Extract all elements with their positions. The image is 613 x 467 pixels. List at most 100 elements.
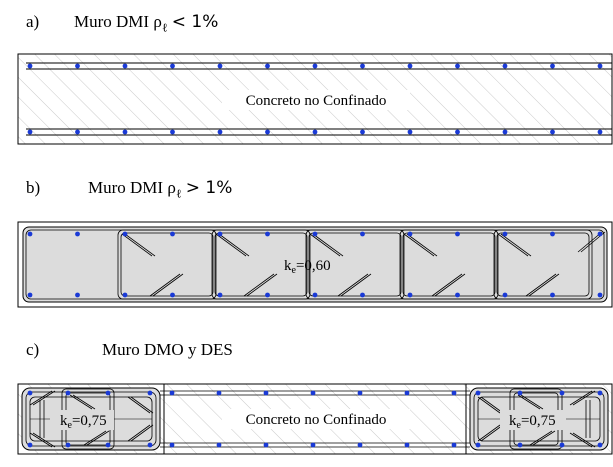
- panel-b-rebar-dot: [550, 231, 555, 237]
- panel-b-rebar-dot: [122, 231, 128, 237]
- panel-c-rebar-dot: [216, 390, 222, 396]
- panel-a-rebar-dot: [122, 63, 128, 69]
- panel-b-wall: ke=0,60: [17, 221, 613, 308]
- panel-a-rebar-dot: [407, 129, 413, 135]
- panel-a-rebar-dot: [550, 63, 555, 69]
- panel-a-rebar-dot: [27, 63, 33, 69]
- panel-c-rebar-dot: [357, 442, 363, 448]
- panel-c-rebar-dot: [147, 442, 153, 448]
- panel-c-rebar-dot: [147, 390, 153, 396]
- panel-a-rebar-dot: [597, 63, 603, 69]
- panel-a-rebar-dot: [502, 129, 508, 135]
- panel-c-label-center: Concreto no Confinado: [246, 412, 387, 428]
- panel-c-rebar-dot: [475, 442, 481, 448]
- panel-a-letter: a): [26, 12, 40, 31]
- panel-b-rebar-dots: [27, 231, 603, 298]
- panel-c-rebar-dot: [27, 390, 33, 396]
- panel-b-rebar-dot: [122, 292, 128, 298]
- panel-c-rebar-dot: [27, 442, 33, 448]
- panel-c-rebar-dot: [597, 390, 603, 396]
- panel-b-rebar-dot: [265, 292, 270, 298]
- panel-b-rebar-dot: [312, 231, 318, 237]
- panel-c-rebar-dot: [65, 442, 71, 448]
- panel-a-rebar-dot: [502, 63, 508, 69]
- panel-c-rebar-dot: [404, 442, 410, 448]
- panel-a-rebar-dot: [360, 129, 365, 135]
- panel-b-rebar-dot: [265, 231, 270, 237]
- panel-b-rebar-dot: [407, 231, 413, 237]
- panel-a-rebar-dot: [75, 63, 80, 69]
- panel-a-rebar-dot: [122, 129, 128, 135]
- panel-c-rebar-dot: [310, 442, 316, 448]
- panel-a-rebar-dot: [75, 129, 80, 135]
- panel-a-label: Concreto no Confinado: [246, 93, 387, 109]
- panel-a-rebar-dot: [455, 63, 460, 69]
- panel-a-rebar-dot: [455, 129, 460, 135]
- panel-c-rebar-dot: [559, 390, 565, 396]
- panel-a-rebar-dot: [407, 63, 413, 69]
- panel-a-title: Muro DMI ρℓ < 1%: [74, 12, 219, 35]
- panel-b-rebar-dot: [455, 292, 460, 298]
- panel-c-right-boundary-element: ke=0,75: [469, 387, 609, 451]
- panel-c-title: Muro DMO y DES: [102, 340, 233, 359]
- panel-b-ke-label: ke=0,60: [284, 258, 331, 276]
- panel-c-rebar-dot: [517, 390, 523, 396]
- panel-a-rebar-dot: [597, 129, 603, 135]
- panel-c-rebar-dot: [451, 442, 457, 448]
- panel-b-rebar-dot: [27, 231, 33, 237]
- panel-a-rebar-dot: [360, 63, 365, 69]
- panel-c-rebar-dot: [263, 390, 269, 396]
- panel-c-rebar-dot: [517, 442, 523, 448]
- panel-a-rebar-dot: [217, 63, 223, 69]
- panel-a-rebar-dot: [265, 63, 270, 69]
- panel-a-rebar-dots: [27, 63, 603, 135]
- panel-c-rebar-dot: [475, 390, 481, 396]
- panel-b-letter: b): [26, 178, 41, 197]
- panel-b-rebar-dot: [502, 292, 508, 298]
- panel-b-rebar-dot: [550, 292, 555, 298]
- panel-a-rebar-dot: [550, 129, 555, 135]
- panel-b-rebar-dot: [217, 292, 223, 298]
- panel-a-wall: Concreto no Confinado: [17, 53, 613, 145]
- panel-c-rebar-dot: [105, 390, 111, 396]
- panel-c-rebar-dot: [105, 442, 111, 448]
- panel-c-rebar-dots: [27, 390, 603, 448]
- panel-c-rebar-dot: [310, 390, 316, 396]
- panel-c-rebar-dot: [263, 442, 269, 448]
- panel-b-rebar-dot: [75, 231, 80, 237]
- panel-c-right-ke-label: ke=0,75: [509, 413, 556, 431]
- panel-b-rebar-dot: [360, 292, 365, 298]
- panel-b-rebar-dot: [27, 292, 33, 298]
- panel-c-rebar-dot: [597, 442, 603, 448]
- panel-a-rebar-dot: [217, 129, 223, 135]
- panel-b-rebar-dot: [597, 292, 603, 298]
- panel-c-rebar-dot: [65, 390, 71, 396]
- panel-b-ties: [117, 229, 606, 300]
- panel-b-rebar-dot: [170, 231, 175, 237]
- panel-b-title: Muro DMI ρℓ > 1%: [88, 178, 233, 201]
- panel-b-rebar-dot: [312, 292, 318, 298]
- panel-b-rebar-dot: [597, 231, 603, 237]
- panel-c-left-ke-label: ke=0,75: [60, 413, 107, 431]
- panel-c-rebar-dot: [357, 390, 363, 396]
- panel-b-rebar-dot: [170, 292, 175, 298]
- panel-c-rebar-dot: [216, 442, 222, 448]
- panel-c-wall: ke=0,75 ke=0,75 Concreto no Confinado: [17, 383, 613, 455]
- panel-b-rebar-dot: [407, 292, 413, 298]
- panel-b-rebar-dot: [502, 231, 508, 237]
- panel-a-rebar-dot: [312, 129, 318, 135]
- panel-c-rebar-dot: [559, 442, 565, 448]
- panel-a-rebar-dot: [170, 129, 175, 135]
- panel-c-rebar-dot: [169, 442, 175, 448]
- panel-b-rebar-dot: [217, 231, 223, 237]
- panel-c-left-boundary-element: ke=0,75: [21, 387, 161, 451]
- panel-a-rebar-dot: [170, 63, 175, 69]
- panel-c-letter: c): [26, 340, 40, 359]
- panel-c-rebar-dot: [169, 390, 175, 396]
- panel-b-rebar-dot: [455, 231, 460, 237]
- panel-b-rebar-dot: [360, 231, 365, 237]
- panel-a-rebar-dot: [312, 63, 318, 69]
- panel-a-rebar-dot: [265, 129, 270, 135]
- panel-b-rebar-dot: [75, 292, 80, 298]
